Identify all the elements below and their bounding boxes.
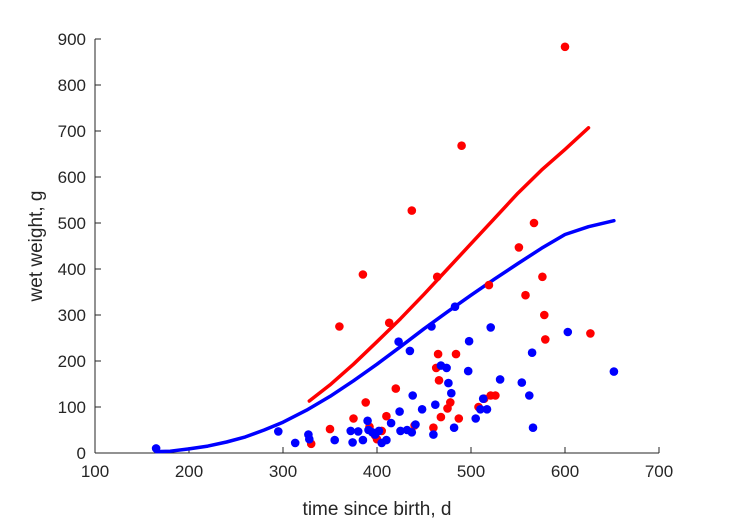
scatter-point [382,411,391,421]
scatter-point [396,426,405,436]
scatter-point [358,270,368,279]
scatter-point [514,243,524,252]
scatter-point [517,378,527,387]
x-axis-label: time since birth, d [303,499,452,520]
scatter-point [454,414,464,423]
y-tick-label: 800 [58,76,86,95]
scatter-point [451,349,461,359]
x-tick-label: 200 [175,462,203,481]
x-tick-label: 300 [269,462,297,481]
scatter-point [384,318,394,328]
y-tick-label: 500 [58,214,86,233]
scatter-point [358,435,368,445]
y-tick-label: 100 [58,398,86,417]
scatter-point [405,346,415,356]
scatter-point [527,348,537,358]
scatter-point [457,141,466,150]
scatter-point [431,400,440,410]
scatter-point [464,336,474,346]
x-tick-label: 600 [551,462,579,481]
scatter-point [374,426,384,436]
scatter-point [427,322,436,331]
scatter-point [363,416,372,426]
scatter-point [471,414,481,423]
scatter-point [349,414,358,423]
scatter-point [391,384,401,393]
scatter-point [538,272,547,282]
scatter-point [528,423,538,433]
y-tick-label: 0 [77,444,86,463]
scatter-point [433,349,443,359]
scatter-point [434,376,444,385]
y-axis: 0 100 200 300 400 500 600 700 800 900 [58,30,101,463]
scatter-point [386,418,396,428]
x-tick-label: 400 [363,462,391,481]
scatter-point [529,218,539,228]
scatter-point [361,398,371,407]
scatter-point [560,42,570,52]
fit-curve-line [307,126,591,403]
scatter-point [407,206,417,215]
y-axis-label: wet weight, g [26,191,47,303]
fitted-curves [154,126,616,454]
scatter-point [476,405,485,414]
scatter-point [274,427,283,436]
scatter-point [444,378,453,388]
scatter-point [482,405,492,414]
scatter-point [463,366,473,376]
scatter-point [609,367,619,376]
scatter-point [382,435,391,445]
scatter-point [586,329,595,338]
x-tick-label: 500 [457,462,485,481]
scatter-point [525,391,534,400]
x-tick-label: 100 [81,462,109,481]
scatter-point [563,327,573,337]
scatter-point [353,427,363,436]
scatter-point [495,375,505,384]
y-tick-label: 600 [58,168,86,187]
scatter-point [348,438,357,447]
scatter-point [325,424,335,434]
scatter-point [330,435,340,445]
scatter-point [417,405,427,414]
scatter-point [407,428,417,437]
scatter-point [411,420,420,429]
scatter-point [436,412,446,422]
scatter-point [290,438,300,448]
scatter-point [395,407,404,416]
y-tick-label: 400 [58,260,86,279]
x-tick-label: 700 [645,462,673,481]
y-tick-label: 900 [58,30,86,49]
scatter-point [521,290,530,300]
scatter-point [346,426,356,436]
scatter-point [408,391,418,400]
scatter-point [541,335,550,344]
scatter-point [478,394,488,404]
x-axis: 100 200 300 400 500 600 700 [81,447,673,481]
y-tick-label: 300 [58,306,86,325]
y-tick-label: 200 [58,352,86,371]
scatter-point [449,423,459,433]
scatter-point [486,323,496,332]
scatter-point [305,434,314,444]
y-tick-label: 700 [58,122,86,141]
scatter-point [484,280,494,290]
scatter-point [429,423,438,433]
scatter-point [429,430,438,439]
scatter-point [442,363,451,373]
scatter-point [394,337,403,347]
scatter-point [450,302,460,312]
scatter-point [335,322,344,331]
scatter-point [447,388,456,398]
scatter-point [151,444,161,453]
data-points [151,42,619,453]
fit-curve-line [154,218,616,454]
scatter-point [491,391,500,400]
scatter-point [540,310,549,320]
scatter-point [446,398,455,407]
scatter-point [432,272,442,282]
